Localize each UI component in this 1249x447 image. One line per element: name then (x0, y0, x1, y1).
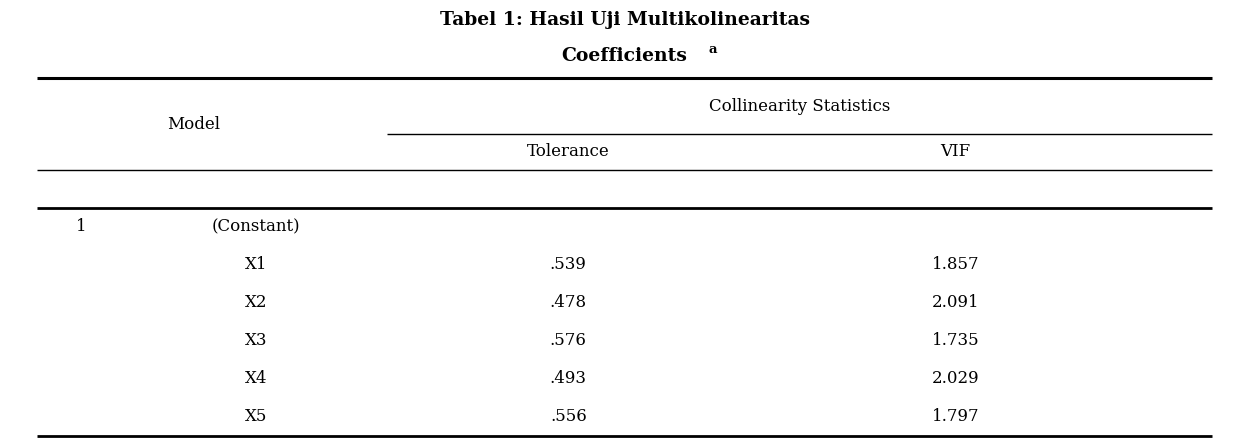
Text: 1.735: 1.735 (932, 332, 979, 350)
Text: X5: X5 (245, 408, 267, 426)
Text: .493: .493 (550, 370, 587, 388)
Text: 1.797: 1.797 (932, 408, 979, 426)
Text: VIF: VIF (940, 143, 970, 160)
Text: 1: 1 (76, 218, 86, 236)
Text: 2.029: 2.029 (932, 370, 979, 388)
Text: a: a (708, 43, 717, 56)
Text: (Constant): (Constant) (212, 218, 300, 236)
Text: .539: .539 (550, 256, 587, 274)
Text: Coefficients: Coefficients (562, 47, 687, 65)
Text: X2: X2 (245, 294, 267, 312)
Text: .556: .556 (550, 408, 587, 426)
Text: Tabel 1: Hasil Uji Multikolinearitas: Tabel 1: Hasil Uji Multikolinearitas (440, 11, 809, 29)
Text: .478: .478 (550, 294, 587, 312)
Text: Tolerance: Tolerance (527, 143, 610, 160)
Text: X4: X4 (245, 370, 267, 388)
Text: .576: .576 (550, 332, 587, 350)
Text: Collinearity Statistics: Collinearity Statistics (708, 97, 891, 115)
Text: X3: X3 (245, 332, 267, 350)
Text: 1.857: 1.857 (932, 256, 979, 274)
Text: Model: Model (167, 115, 220, 133)
Text: X1: X1 (245, 256, 267, 274)
Text: 2.091: 2.091 (932, 294, 979, 312)
